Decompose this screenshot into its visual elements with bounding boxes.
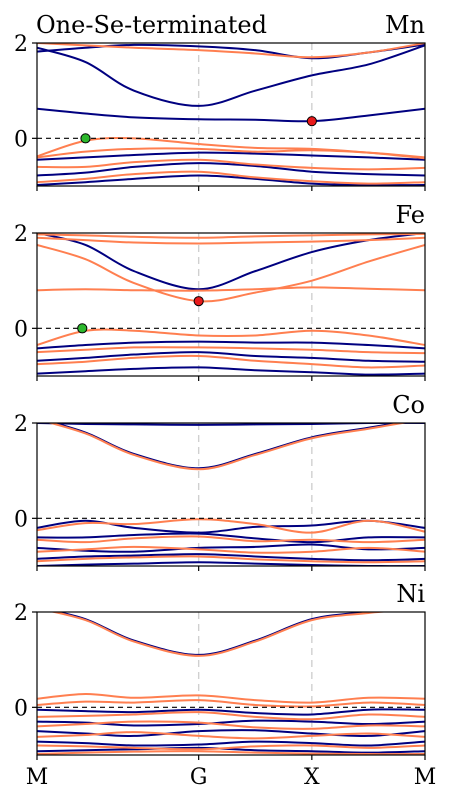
vbm-marker (77, 323, 88, 334)
band-line-spin-down (37, 750, 425, 755)
band-line-spin-down (37, 147, 425, 159)
band-line-spin-down (47, 423, 409, 471)
panel-fe: 0 2 Fe (14, 201, 426, 381)
axes-frame (36, 42, 426, 187)
bands (37, 423, 425, 566)
band-line-spin-up (37, 366, 425, 376)
xtick-label: X (304, 765, 320, 790)
axes-frame (36, 422, 426, 567)
vbm-marker (80, 133, 91, 144)
band-line-spin-down (37, 692, 425, 704)
ytick-label: 2 (14, 222, 28, 247)
band-line-spin-up (37, 44, 425, 107)
band-line-spin-down (37, 545, 425, 554)
band-line-spin-down (37, 158, 425, 171)
band-line-spin-up (37, 708, 425, 716)
band-line-spin-up (37, 174, 425, 186)
band-line-spin-down (37, 243, 425, 303)
band-line-spin-up (37, 107, 425, 123)
band-line-spin-up (37, 543, 425, 553)
panel-co: 0 2 Co (14, 391, 426, 571)
band-line-spin-down (37, 137, 425, 160)
bands (37, 612, 425, 755)
panel-ni: 0 2 M G X M Ni (14, 580, 436, 790)
bands (37, 43, 425, 186)
axes-frame (36, 232, 426, 377)
band-line-spin-down (37, 354, 425, 369)
figure-title: One-Se-terminated (36, 11, 267, 39)
ytick-label: 2 (14, 601, 28, 626)
band-line-spin-up (37, 532, 425, 544)
band-line-spin-down (37, 744, 425, 751)
ytick-label: 0 (14, 507, 28, 532)
band-line-spin-down (37, 328, 425, 347)
ytick-label: 2 (14, 32, 28, 57)
panel-label: Co (392, 391, 425, 419)
band-line-spin-down (37, 43, 425, 59)
xtick-label: G (190, 765, 208, 790)
band-line-spin-up (37, 351, 425, 363)
band-line-spin-up (37, 553, 425, 562)
band-line-spin-down (37, 535, 425, 544)
band-line-spin-down (37, 711, 425, 721)
xtick-label: M (414, 765, 437, 790)
bands (37, 233, 425, 376)
panel-label: Ni (396, 580, 425, 608)
band-line-spin-down (37, 518, 425, 534)
band-line-spin-down (37, 699, 425, 708)
band-line-spin-down (37, 233, 425, 239)
band-line-spin-down (37, 731, 425, 740)
panel-mn: 0 2 Mn (14, 11, 426, 191)
axes-frame (36, 611, 426, 756)
cbm-marker (193, 296, 204, 307)
band-line-spin-down (37, 720, 425, 730)
band-line-spin-down (49, 612, 390, 657)
band-line-spin-up (50, 423, 403, 470)
band-line-spin-up (37, 740, 425, 747)
ytick-label: 2 (14, 412, 28, 437)
ytick-label: 0 (14, 696, 28, 721)
panels-group: 0 2 Mn 0 2 Fe 0 2 Co 0 2 M G X M Ni (14, 11, 436, 790)
ytick-label: 0 (14, 317, 28, 342)
panel-label: Fe (395, 201, 425, 229)
band-line-spin-down (37, 346, 425, 355)
panel-label: Mn (385, 11, 425, 39)
band-line-spin-up (37, 340, 425, 350)
band-line-spin-up (37, 162, 425, 177)
band-line-spin-up (54, 612, 379, 656)
band-line-spin-down (37, 170, 425, 185)
band-line-spin-down (37, 555, 425, 564)
xtick-label: M (26, 765, 49, 790)
band-line-spin-up (37, 151, 425, 161)
cbm-marker (306, 116, 317, 127)
band-line-spin-down (37, 286, 425, 292)
band-line-spin-down (37, 236, 425, 245)
ytick-label: 0 (14, 127, 28, 152)
